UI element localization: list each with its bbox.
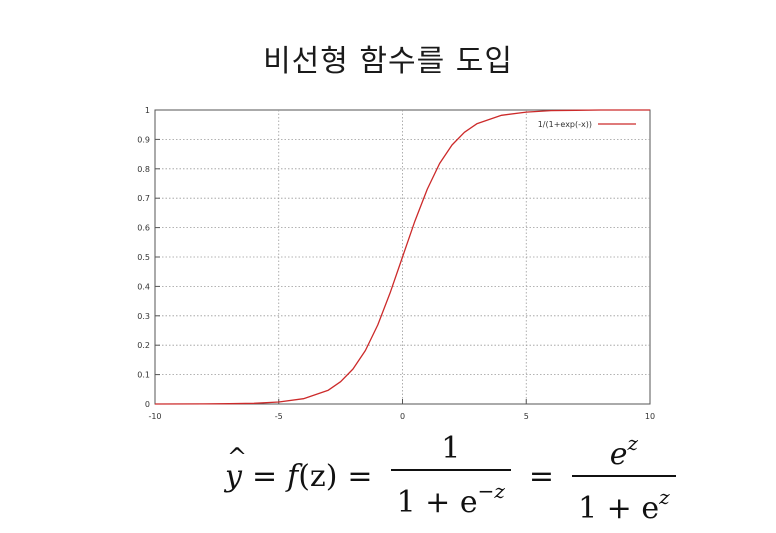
x-tick-labels: -10 -5 0 5 10	[148, 412, 655, 421]
fraction-1-exponent: −z	[477, 479, 505, 503]
equals-sign-2: =	[347, 458, 373, 494]
y-tick-label: 0.3	[137, 312, 150, 321]
y-tick-label: 0.5	[137, 253, 150, 262]
y-tick-label: 0.7	[137, 194, 150, 203]
series-group	[154, 109, 650, 405]
y-hat-symbol: ^ y	[225, 443, 247, 494]
y-tick-label: 1	[145, 106, 150, 115]
y-tick-label: 0	[145, 400, 150, 409]
fraction-2-denominator-exponent: z	[659, 485, 670, 509]
sigmoid-formula: ^ y = f (z) = 1 1 + e−z = ez 1 + ez	[0, 431, 776, 526]
fraction-2-numerator-base: e	[609, 437, 628, 472]
fraction-1-numerator: 1	[441, 431, 461, 466]
fraction-1: 1 1 + e−z	[390, 431, 511, 521]
x-tick-label: 10	[645, 412, 655, 421]
fraction-1-denominator: 1 + e−z	[390, 469, 511, 521]
fraction-2-numerator: ez	[604, 425, 644, 475]
function-argument: (z)	[298, 458, 338, 494]
fraction-2: ez 1 + ez	[572, 425, 676, 527]
equals-sign-1: =	[251, 458, 278, 494]
legend: 1/(1+exp(-x))	[538, 120, 636, 129]
x-tick-label: -10	[148, 412, 161, 421]
fraction-2-denominator-base: 1 + e	[578, 491, 660, 526]
f-symbol: f	[287, 458, 299, 494]
page-title: 비선형 함수를 도입	[263, 44, 513, 79]
equals-sign-3: =	[528, 458, 555, 494]
x-tick-label: -5	[275, 412, 283, 421]
fraction-1-denominator-base: 1 + e	[396, 485, 478, 520]
x-tick-label: 5	[524, 412, 529, 421]
y-tick-label: 0.6	[137, 224, 150, 233]
y-tick-label: 0.4	[137, 282, 150, 291]
sigmoid-series-line	[154, 109, 650, 405]
legend-label: 1/(1+exp(-x))	[538, 120, 592, 129]
y-variable: y	[225, 458, 242, 494]
sigmoid-chart: 00.10.20.30.40.50.60.70.80.91 -10 -5 0 5 10 …	[137, 106, 655, 421]
y-tick-labels: 0 0.1 0.2 0.3 0.4 0.5 0.6 0.7 0.8 0.9 1	[137, 106, 150, 409]
x-tick-label: 0	[400, 412, 405, 421]
fraction-2-numerator-exponent: z	[627, 431, 639, 455]
y-tick-label: 0.1	[137, 371, 150, 380]
fraction-2-denominator: 1 + ez	[572, 475, 676, 527]
y-tick-label: 0.2	[137, 341, 150, 350]
y-tick-label: 0.8	[137, 165, 150, 174]
y-tick-label: 0.9	[137, 135, 150, 144]
hat-accent: ^	[227, 442, 248, 471]
